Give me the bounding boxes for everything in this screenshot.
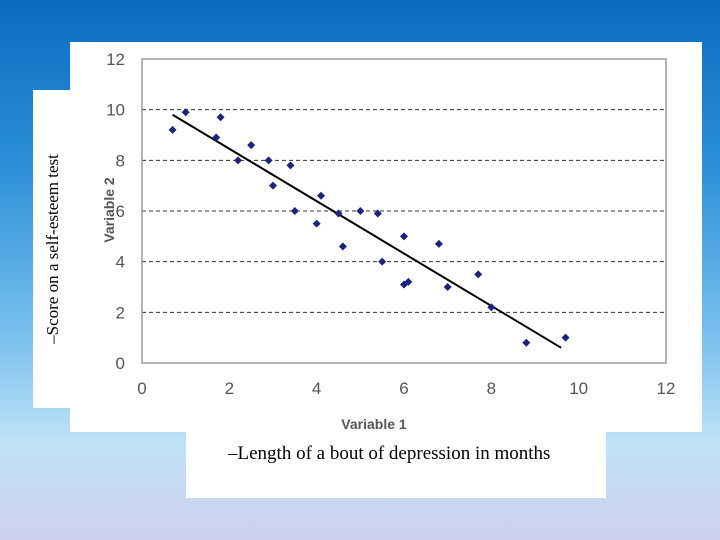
x-caption-box: –Length of a bout of depression in month… [186, 432, 606, 498]
data-point [181, 108, 190, 117]
data-point [561, 333, 570, 342]
data-point [334, 209, 343, 218]
data-point [487, 303, 496, 312]
data-points [168, 108, 570, 347]
x-axis-title: Variable 1 [341, 416, 407, 432]
data-point [216, 113, 225, 122]
data-point [434, 239, 443, 248]
trend-line [172, 113, 562, 349]
x-tick-label: 6 [399, 379, 408, 398]
y-tick-label: 10 [106, 101, 125, 120]
y-tick-label: 12 [106, 50, 125, 69]
data-point [247, 141, 256, 150]
data-point [264, 156, 273, 165]
x-tick-label: 12 [657, 379, 676, 398]
data-point [290, 207, 299, 215]
data-point [212, 133, 221, 142]
data-point [378, 257, 387, 266]
y-tick-label: 0 [116, 354, 125, 373]
y-tick-label: 2 [116, 303, 125, 322]
x-axis-ticks: 0 2 4 6 8 10 12 [137, 379, 675, 398]
y-tick-label: 6 [116, 202, 125, 221]
data-point [356, 207, 365, 215]
data-point [168, 125, 177, 134]
data-point [474, 270, 483, 279]
x-tick-label: 2 [225, 379, 234, 398]
y-caption: –Score on a self-esteem test [43, 154, 62, 344]
data-point [312, 219, 321, 228]
data-point [373, 209, 382, 218]
data-point [400, 232, 408, 241]
data-point [286, 161, 295, 170]
data-point [234, 156, 243, 165]
x-tick-label: 10 [569, 379, 588, 398]
scatter-chart: 0 2 4 6 8 10 12 0 2 4 6 8 10 12 Variable 2 Variable … [101, 50, 675, 432]
chart-panel: 0 2 4 6 8 10 12 0 2 4 6 8 10 12 Variable 2 Variable … [70, 42, 702, 432]
x-caption: –Length of a bout of depression in month… [228, 443, 551, 464]
y-axis-ticks: 0 2 4 6 8 10 12 [106, 50, 125, 373]
y-caption-box: –Score on a self-esteem test [33, 90, 73, 408]
y-tick-label: 8 [116, 151, 125, 170]
grid-lines [142, 109, 666, 313]
x-tick-label: 0 [137, 379, 146, 398]
data-point [338, 242, 347, 251]
y-tick-label: 4 [116, 253, 125, 272]
data-point [269, 181, 277, 190]
y-axis-title: Variable 2 [101, 177, 117, 243]
data-point [522, 338, 531, 347]
data-point [443, 283, 452, 291]
x-tick-label: 8 [487, 379, 496, 398]
x-tick-label: 4 [312, 379, 321, 398]
data-point [317, 191, 326, 200]
plot-area-frame [141, 58, 667, 364]
data-point [404, 277, 413, 286]
